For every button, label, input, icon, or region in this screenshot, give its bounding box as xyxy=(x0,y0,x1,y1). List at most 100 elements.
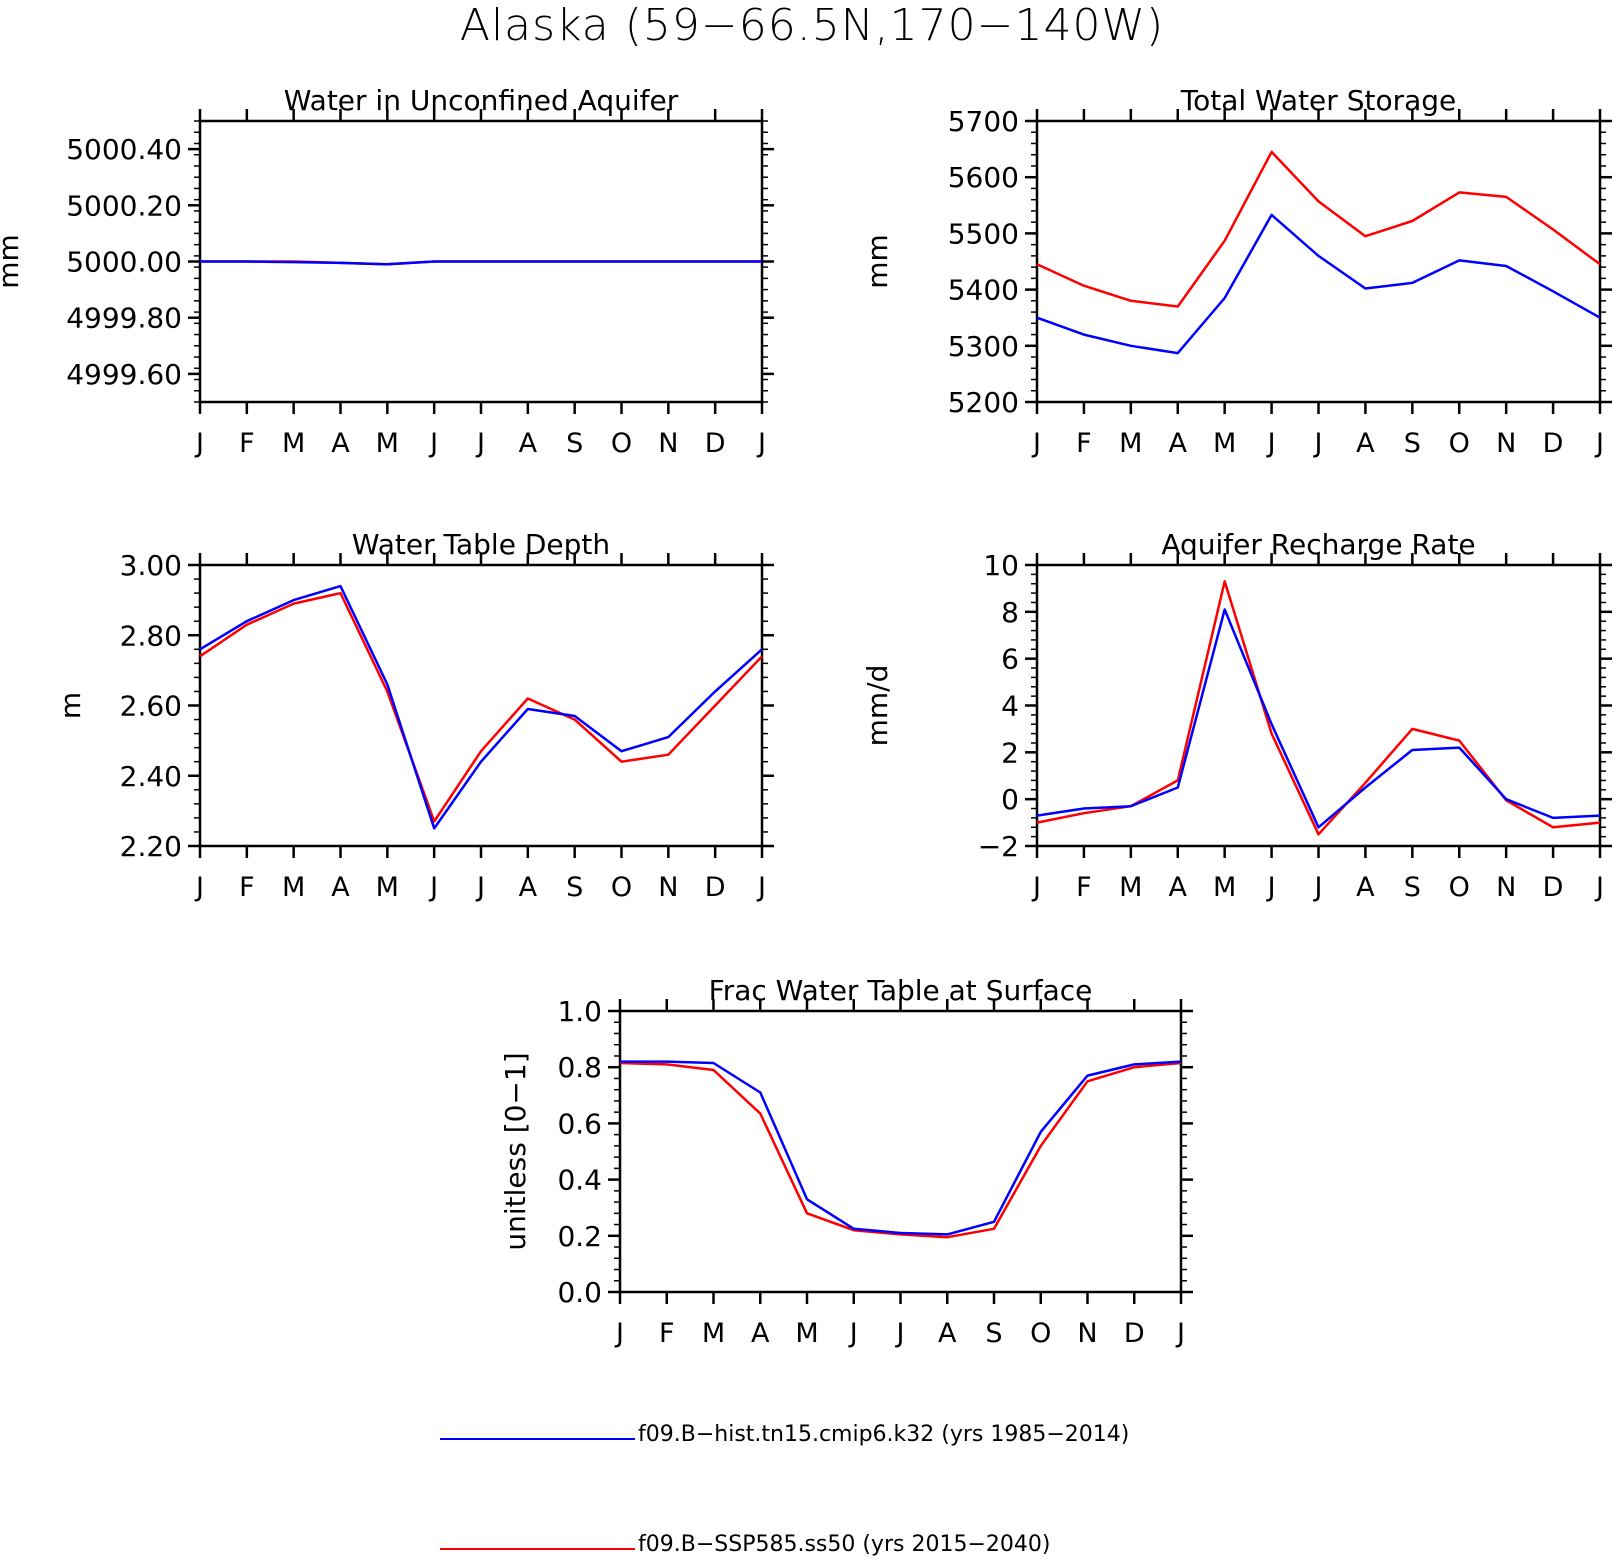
x-tick-label: M xyxy=(282,428,305,459)
series-line-ssp xyxy=(1036,150,1601,308)
x-tick-label: A xyxy=(751,1318,770,1349)
x-tick-label: M xyxy=(376,872,399,903)
x-tick-label: A xyxy=(331,428,350,459)
x-tick-label: S xyxy=(985,1318,1002,1349)
y-tick-label: 2.80 xyxy=(120,619,182,652)
y-tick-label: 5300 xyxy=(948,330,1019,363)
x-tick-label: D xyxy=(1124,1318,1145,1349)
y-tick-label: 5500 xyxy=(948,217,1019,250)
x-tick-label: J xyxy=(614,1318,624,1349)
series-line-hist xyxy=(1036,213,1601,355)
legend-label-hist: f09.B−hist.tn15.cmip6.k32 (yrs 1985−2014… xyxy=(638,1422,1130,1447)
figure-title: Alaska (59−66.5N,170−140W) xyxy=(459,0,1165,51)
x-tick-label: F xyxy=(239,872,255,903)
x-tick-label: M xyxy=(1119,872,1142,903)
series-line-ssp xyxy=(1036,580,1601,836)
x-tick-label: A xyxy=(1169,872,1188,903)
x-tick-label: J xyxy=(475,872,485,903)
x-tick-label: O xyxy=(611,428,632,459)
x-tick-label: D xyxy=(1543,428,1564,459)
y-tick-label: 0.4 xyxy=(557,1164,602,1197)
x-tick-label: M xyxy=(282,872,305,903)
x-tick-label: J xyxy=(756,872,766,903)
x-tick-label: J xyxy=(194,872,204,903)
x-tick-label: F xyxy=(1076,428,1092,459)
y-axis-label: unitless [0−1] xyxy=(499,1052,532,1250)
x-tick-label: F xyxy=(659,1318,675,1349)
x-tick-label: J xyxy=(1175,1318,1185,1349)
y-tick-label: 2.20 xyxy=(120,830,182,863)
x-tick-label: J xyxy=(1313,428,1323,459)
x-tick-label: N xyxy=(658,428,678,459)
y-tick-label: 5000.20 xyxy=(66,189,182,222)
x-tick-label: J xyxy=(475,428,485,459)
x-tick-label: M xyxy=(795,1318,818,1349)
x-tick-label: M xyxy=(1213,428,1236,459)
x-tick-label: M xyxy=(1119,428,1142,459)
y-tick-label: 4999.80 xyxy=(66,302,182,335)
legend-swatch-hist xyxy=(440,1438,635,1440)
y-tick-label: 6 xyxy=(1001,643,1019,676)
x-tick-label: D xyxy=(705,428,726,459)
y-tick-label: 8 xyxy=(1001,596,1019,629)
x-tick-label: F xyxy=(1076,872,1092,903)
legend-item-ssp: f09.B−SSP585.ss50 (yrs 2015−2040) xyxy=(440,1528,1340,1568)
y-tick-label: 5000.00 xyxy=(66,246,182,279)
y-tick-label: 5000.40 xyxy=(66,133,182,166)
x-tick-label: N xyxy=(1077,1318,1097,1349)
series-line-hist xyxy=(620,1060,1182,1236)
series-line-hist xyxy=(1036,608,1601,829)
x-tick-label: J xyxy=(1594,428,1604,459)
x-tick-label: D xyxy=(705,872,726,903)
x-tick-label: J xyxy=(1031,872,1041,903)
x-tick-label: M xyxy=(1213,872,1236,903)
x-tick-label: S xyxy=(1404,872,1421,903)
x-tick-label: M xyxy=(376,428,399,459)
x-tick-label: M xyxy=(702,1318,725,1349)
x-tick-label: J xyxy=(428,428,438,459)
x-tick-label: J xyxy=(194,428,204,459)
x-tick-label: D xyxy=(1543,872,1564,903)
legend-item-hist: f09.B−hist.tn15.cmip6.k32 (yrs 1985−2014… xyxy=(440,1418,1340,1458)
y-tick-label: 0.0 xyxy=(557,1276,602,1309)
x-tick-label: F xyxy=(239,428,255,459)
x-tick-label: A xyxy=(1356,428,1375,459)
x-tick-label: S xyxy=(1404,428,1421,459)
y-tick-label: 0 xyxy=(1001,783,1019,816)
x-tick-label: O xyxy=(1030,1318,1051,1349)
x-tick-label: N xyxy=(1496,872,1516,903)
x-tick-label: A xyxy=(519,428,538,459)
x-tick-label: S xyxy=(566,428,583,459)
x-tick-label: A xyxy=(938,1318,957,1349)
x-tick-label: J xyxy=(1313,872,1323,903)
legend-label-ssp: f09.B−SSP585.ss50 (yrs 2015−2040) xyxy=(638,1532,1051,1557)
y-tick-label: −2 xyxy=(978,830,1019,863)
x-tick-label: N xyxy=(658,872,678,903)
x-tick-label: J xyxy=(428,872,438,903)
x-tick-label: J xyxy=(848,1318,858,1349)
series-line-hist xyxy=(200,260,762,266)
y-tick-label: 5700 xyxy=(948,105,1019,138)
series-line-ssp xyxy=(199,591,763,823)
y-axis-label: m xyxy=(54,692,87,719)
y-tick-label: 0.6 xyxy=(557,1107,602,1140)
legend-swatch-ssp xyxy=(440,1548,635,1550)
x-tick-label: A xyxy=(331,872,350,903)
y-tick-label: 5600 xyxy=(948,161,1019,194)
x-tick-label: N xyxy=(1496,428,1516,459)
y-tick-label: 0.8 xyxy=(557,1051,602,1084)
series-line-ssp xyxy=(619,1061,1182,1239)
x-tick-label: S xyxy=(566,872,583,903)
x-tick-label: J xyxy=(1266,872,1276,903)
y-axis-label: mm xyxy=(861,234,894,289)
y-tick-label: 3.00 xyxy=(120,549,182,582)
x-tick-label: J xyxy=(1594,872,1604,903)
y-axis-label: mm xyxy=(0,234,25,289)
y-tick-label: 2 xyxy=(1001,736,1019,769)
x-tick-label: A xyxy=(1356,872,1375,903)
